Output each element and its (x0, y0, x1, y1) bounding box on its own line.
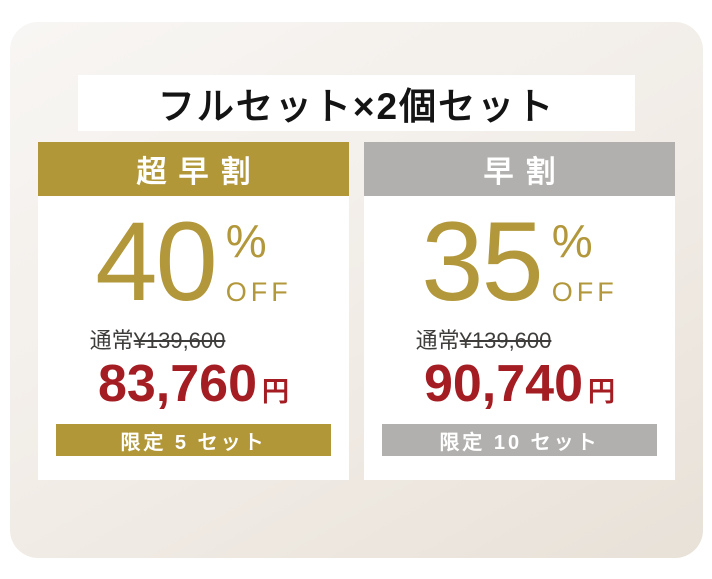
percent-off-column: % OFF (226, 218, 292, 306)
regular-price-row: 通常¥139,600 (416, 328, 552, 354)
discount-percent-value: 40 (95, 199, 218, 324)
regular-price-label: 通常 (415, 328, 460, 353)
regular-price-label: 通常 (89, 328, 134, 353)
currency-suffix: 円 (588, 377, 616, 407)
card-header-super-early: 超早割 (38, 142, 349, 196)
card-header-early: 早割 (364, 142, 675, 196)
sale-price-row: 83,760 円 (98, 358, 289, 410)
card-body-early: 35 % OFF 通常¥139,600 90,740 円 限定 10 セット (364, 196, 675, 480)
card-body-super-early: 40 % OFF 通常¥139,600 83,760 円 限定 5 セット (38, 196, 349, 480)
sale-price-value: 90,740 (423, 355, 584, 413)
limit-badge: 限定 10 セット (382, 424, 657, 456)
discount-block: 35 % OFF (421, 199, 618, 324)
percent-off-column: % OFF (552, 218, 618, 306)
limit-badge: 限定 5 セット (56, 424, 331, 456)
off-label: OFF (225, 277, 292, 307)
pricing-card-super-early: 超早割 40 % OFF 通常¥139,600 83,760 円 限定 5 セッ… (38, 142, 349, 480)
pricing-card-early: 早割 35 % OFF 通常¥139,600 90,740 円 限定 10 セッ… (364, 142, 675, 480)
sale-price-value: 83,760 (97, 355, 258, 413)
regular-price-struck: ¥139,600 (459, 328, 552, 353)
regular-price-row: 通常¥139,600 (90, 328, 226, 354)
set-title-bar: フルセット×2個セット (78, 75, 635, 131)
sale-price-row: 90,740 円 (424, 358, 615, 410)
set-title: フルセット×2個セット (157, 86, 556, 127)
promo-panel: フルセット×2個セット 超早割 40 % OFF 通常¥139,600 83,7… (10, 22, 703, 558)
percent-symbol: % (225, 215, 267, 267)
pricing-cards-row: 超早割 40 % OFF 通常¥139,600 83,760 円 限定 5 セッ… (10, 142, 703, 480)
discount-block: 40 % OFF (95, 199, 292, 324)
off-label: OFF (551, 277, 618, 307)
percent-symbol: % (551, 215, 593, 267)
discount-percent-value: 35 (421, 199, 544, 324)
regular-price-struck: ¥139,600 (133, 328, 226, 353)
currency-suffix: 円 (262, 377, 290, 407)
